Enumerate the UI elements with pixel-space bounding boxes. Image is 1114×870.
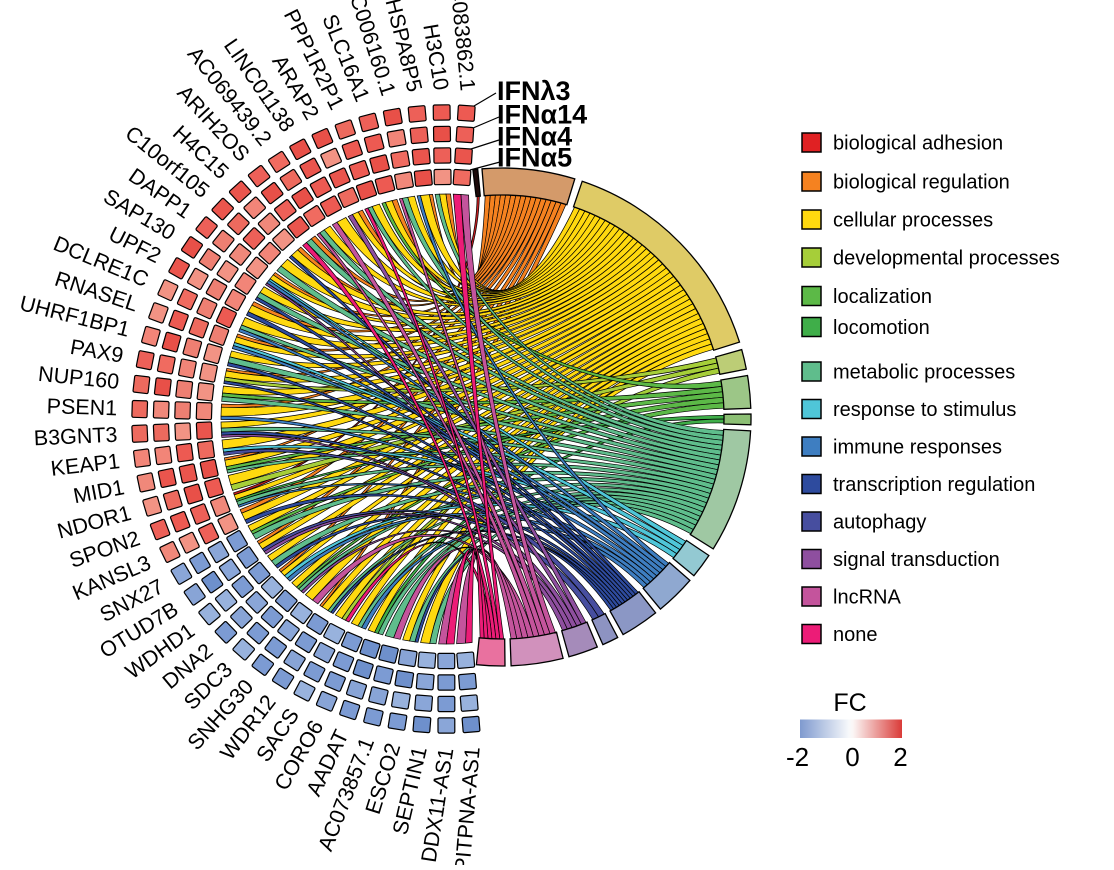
svg-text:-2: -2 [786, 742, 809, 772]
svg-text:IFNλ3: IFNλ3 [497, 76, 571, 106]
svg-text:biological regulation: biological regulation [833, 172, 1010, 194]
svg-text:none: none [833, 624, 878, 646]
svg-text:FC: FC [833, 689, 866, 717]
svg-text:2: 2 [893, 742, 907, 772]
svg-text:0: 0 [845, 742, 859, 772]
svg-text:IFNα4: IFNα4 [497, 122, 572, 152]
svg-text:locomotion: locomotion [833, 317, 930, 339]
svg-text:biological adhesion: biological adhesion [833, 133, 1003, 155]
svg-text:B3GNT3: B3GNT3 [33, 423, 118, 451]
svg-text:signal transduction: signal transduction [833, 549, 1000, 571]
svg-text:cellular processes: cellular processes [833, 210, 993, 232]
svg-text:transcription regulation: transcription regulation [833, 474, 1035, 496]
svg-text:immune responses: immune responses [833, 437, 1002, 459]
svg-text:localization: localization [833, 286, 932, 308]
svg-text:IFNα5: IFNα5 [497, 143, 572, 173]
svg-text:metabolic processes: metabolic processes [833, 362, 1015, 384]
svg-text:autophagy: autophagy [833, 512, 926, 534]
svg-text:IFNα14: IFNα14 [497, 100, 587, 130]
svg-text:response to stimulus: response to stimulus [833, 399, 1016, 421]
svg-text:PSEN1: PSEN1 [46, 394, 117, 420]
svg-text:lncRNA: lncRNA [833, 587, 901, 609]
svg-text:developmental processes: developmental processes [833, 248, 1060, 270]
